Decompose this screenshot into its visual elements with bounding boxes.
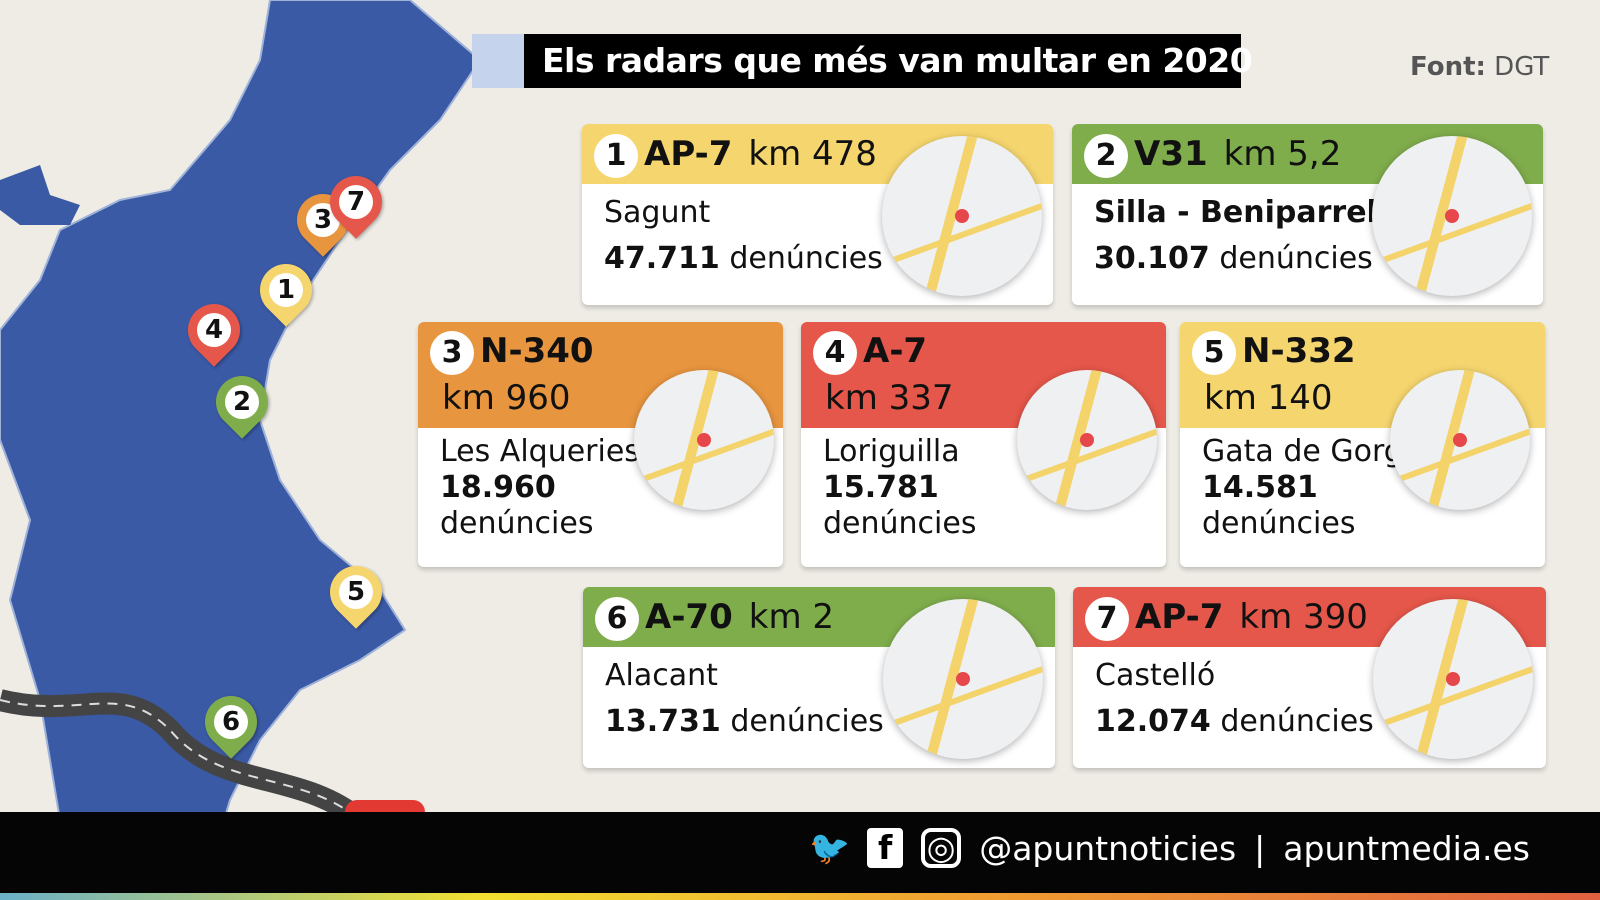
location-map-thumbnail xyxy=(1372,136,1532,296)
radar-card-4: 4 A-7 km 337 Loriguilla 15.781 denúncies xyxy=(801,322,1166,567)
road-name: A-7 xyxy=(863,331,928,371)
separator: | xyxy=(1254,828,1266,868)
road-km: km 960 xyxy=(442,377,571,418)
rank-badge: 2 xyxy=(1084,133,1128,178)
facebook-icon[interactable]: f xyxy=(867,828,904,868)
source: Font: DGT xyxy=(1410,52,1550,82)
radar-location-dot xyxy=(1445,209,1459,223)
radar-card-2: 2 V31 km 5,2 Silla - Beniparrell 30.107 denú… xyxy=(1072,124,1543,305)
location-map-thumbnail xyxy=(1390,370,1530,510)
location-map-thumbnail xyxy=(1373,599,1533,759)
fine-count: 12.074 xyxy=(1095,704,1211,739)
place-name: Sagunt xyxy=(604,195,711,230)
place-name: Castelló xyxy=(1095,658,1216,693)
location-map-thumbnail xyxy=(1017,370,1157,510)
instagram-icon[interactable]: ◎ xyxy=(921,828,962,868)
fine-count: 13.731 xyxy=(605,704,721,739)
radar-location-dot xyxy=(955,209,969,223)
road-km: km 478 xyxy=(748,134,877,174)
road-km: km 140 xyxy=(1204,377,1333,418)
rank-badge: 3 xyxy=(430,330,474,375)
radar-location-dot xyxy=(1446,672,1460,686)
page-title: Els radars que més van multar en 2020 xyxy=(524,34,1253,88)
fine-unit: denúncies xyxy=(729,241,883,276)
road-km: km 337 xyxy=(825,377,954,418)
radar-location-dot xyxy=(1080,433,1094,447)
place-name: Alacant xyxy=(605,658,718,693)
fine-count: 15.781 xyxy=(823,470,939,505)
location-map-thumbnail xyxy=(882,136,1042,296)
rank-badge: 4 xyxy=(813,330,857,375)
radar-card-6: 6 A-70 km 2 Alacant 13.731 denúncies xyxy=(583,587,1055,768)
place-name: Les Alqueries xyxy=(440,434,640,469)
website[interactable]: apuntmedia.es xyxy=(1283,828,1530,868)
rank-badge: 7 xyxy=(1085,596,1129,641)
fine-count: 18.960 xyxy=(440,470,556,505)
radar-card-7: 7 AP-7 km 390 Castelló 12.074 denúncies xyxy=(1073,587,1546,768)
place-name: Silla - Beniparrell xyxy=(1094,195,1388,230)
fine-unit: denúncies xyxy=(440,506,594,541)
valencia-map xyxy=(0,0,480,900)
fine-unit: denúncies xyxy=(1219,241,1373,276)
fine-unit: denúncies xyxy=(823,506,977,541)
road-name: AP-7 xyxy=(644,134,733,174)
fine-count: 30.107 xyxy=(1094,241,1210,276)
radar-location-dot xyxy=(697,433,711,447)
location-map-thumbnail xyxy=(883,599,1043,759)
fine-unit: denúncies xyxy=(1220,704,1374,739)
social-handle[interactable]: @apuntnoticies xyxy=(979,828,1237,868)
location-map-thumbnail xyxy=(634,370,774,510)
road-name: V31 xyxy=(1134,134,1208,174)
color-stripe xyxy=(0,893,1600,900)
road-km: km 5,2 xyxy=(1223,134,1342,174)
radar-location-dot xyxy=(1453,433,1467,447)
road-name: N-332 xyxy=(1242,331,1356,371)
rank-badge: 5 xyxy=(1192,330,1236,375)
fine-count: 14.581 xyxy=(1202,470,1318,505)
road-name: N-340 xyxy=(480,331,594,371)
twitter-icon[interactable]: 🐦 xyxy=(809,828,851,867)
footer: 🐦 f ◎ @apuntnoticies | apuntmedia.es xyxy=(0,812,1600,893)
fine-unit: denúncies xyxy=(1202,506,1356,541)
fine-count: 47.711 xyxy=(604,241,720,276)
radar-card-3: 3 N-340 km 960 Les Alqueries 18.960 denúncies xyxy=(418,322,783,567)
road-name: AP-7 xyxy=(1135,597,1224,637)
radar-location-dot xyxy=(956,672,970,686)
fine-unit: denúncies xyxy=(730,704,884,739)
road-km: km 2 xyxy=(748,597,834,637)
title-accent xyxy=(472,34,524,88)
rank-badge: 1 xyxy=(594,133,638,178)
road-name: A-70 xyxy=(645,597,733,637)
radar-card-1: 1 AP-7 km 478 Sagunt 47.711 denúncies xyxy=(582,124,1053,305)
road-km: km 390 xyxy=(1239,597,1368,637)
radar-card-5: 5 N-332 km 140 Gata de Gorgos 14.581 denúncie… xyxy=(1180,322,1545,567)
place-name: Loriguilla xyxy=(823,434,960,469)
rank-badge: 6 xyxy=(595,596,639,641)
